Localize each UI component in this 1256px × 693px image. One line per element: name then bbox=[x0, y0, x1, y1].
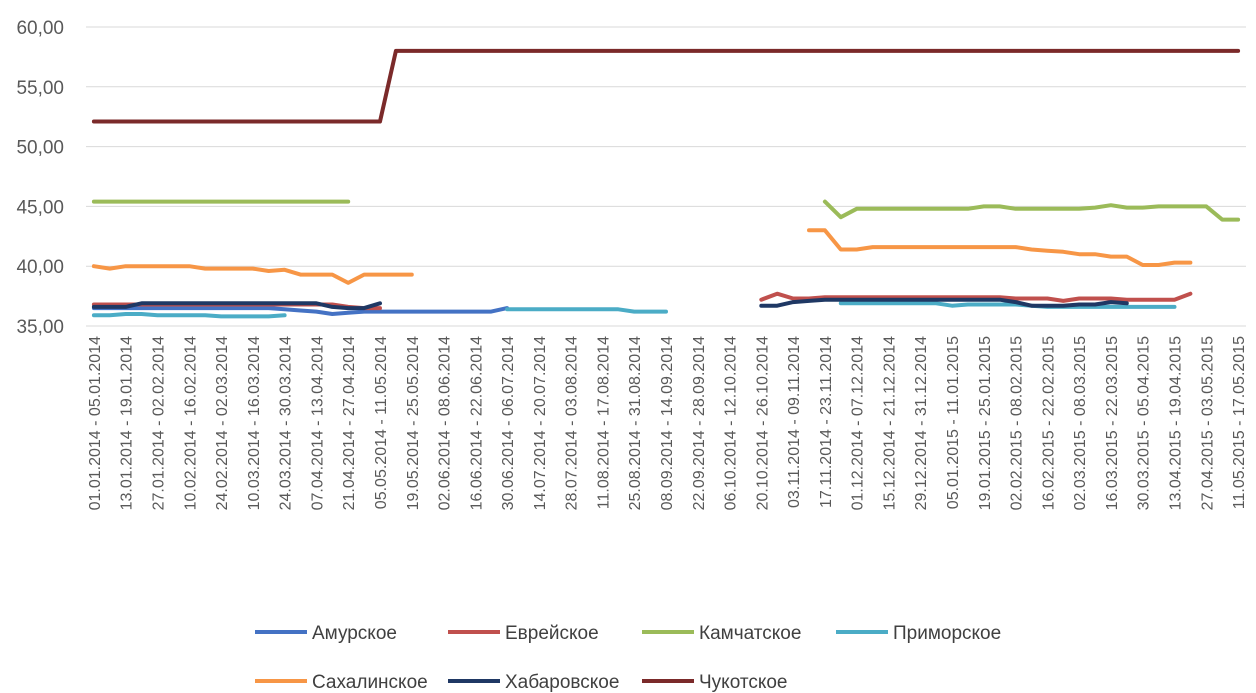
x-tick-label: 13.01.2014 - 19.01.2014 bbox=[119, 336, 136, 510]
y-axis-ticks: 35,00 40,00 45,00 50,00 55,00 60,00 bbox=[16, 18, 64, 338]
x-tick-label: 14.07.2014 - 20.07.2014 bbox=[532, 336, 549, 510]
x-tick-label: 19.05.2014 - 25.05.2014 bbox=[405, 336, 422, 510]
x-tick-label: 15.12.2014 - 21.12.2014 bbox=[881, 336, 898, 510]
x-tick-label: 29.12.2014 - 31.12.2014 bbox=[913, 336, 930, 510]
series-Сахалинское bbox=[91, 228, 1193, 285]
series-Приморское bbox=[91, 301, 1177, 319]
x-tick-label: 19.01.2015 - 25.01.2015 bbox=[977, 336, 994, 510]
series-line bbox=[91, 306, 510, 316]
y-tick-label: 35,00 bbox=[16, 317, 64, 338]
x-tick-label: 28.07.2014 - 03.08.2014 bbox=[564, 336, 581, 510]
x-tick-label: 30.06.2014 - 06.07.2014 bbox=[500, 336, 517, 510]
x-tick-label: 25.08.2014 - 31.08.2014 bbox=[627, 336, 644, 510]
legend-item: Еврейское bbox=[448, 623, 599, 644]
series-Чукотское bbox=[91, 48, 1241, 124]
series-line bbox=[91, 199, 1241, 222]
x-tick-label: 24.03.2014 - 30.03.2014 bbox=[278, 336, 295, 510]
x-tick-label: 03.11.2014 - 09.11.2014 bbox=[786, 336, 803, 508]
y-tick-label: 55,00 bbox=[16, 78, 64, 99]
legend-label: Сахалинское bbox=[312, 672, 428, 693]
x-axis-ticks: 01.01.2014 - 05.01.2014 13.01.2014 - 19.0… bbox=[87, 336, 1248, 510]
x-tick-label: 02.06.2014 - 08.06.2014 bbox=[437, 336, 454, 510]
x-tick-label: 13.04.2015 - 19.04.2015 bbox=[1167, 336, 1184, 510]
x-tick-label: 06.10.2014 - 12.10.2014 bbox=[723, 336, 740, 510]
x-tick-label: 02.02.2015 - 08.02.2015 bbox=[1009, 336, 1026, 510]
grid-lines bbox=[86, 26, 1246, 327]
x-tick-label: 11.08.2014 - 17.08.2014 bbox=[595, 336, 612, 509]
x-tick-label: 30.03.2015 - 05.04.2015 bbox=[1136, 336, 1153, 510]
legend-label: Приморское bbox=[893, 623, 1001, 644]
x-tick-label: 08.09.2014 - 14.09.2014 bbox=[659, 336, 676, 510]
legend-item: Сахалинское bbox=[255, 672, 428, 693]
legend: Амурское Еврейское Камчатское Приморское Сах… bbox=[255, 623, 1001, 693]
y-tick-label: 45,00 bbox=[16, 197, 64, 218]
legend-label: Еврейское bbox=[505, 623, 599, 644]
x-tick-label: 16.02.2015 - 22.02.2015 bbox=[1040, 336, 1057, 510]
x-tick-label: 22.09.2014 - 28.09.2014 bbox=[691, 336, 708, 510]
series-line bbox=[91, 228, 1193, 285]
x-tick-label: 10.03.2014 - 16.03.2014 bbox=[246, 336, 263, 510]
legend-item: Хабаровское bbox=[448, 672, 619, 693]
y-tick-label: 60,00 bbox=[16, 18, 64, 39]
series-Камчатское bbox=[91, 199, 1241, 222]
x-tick-label: 11.05.2015 - 17.05.2015 bbox=[1231, 336, 1248, 509]
legend-label: Чукотское bbox=[699, 672, 788, 693]
y-tick-label: 50,00 bbox=[16, 138, 64, 159]
x-tick-label: 27.01.2014 - 02.02.2014 bbox=[151, 336, 168, 510]
legend-item: Приморское bbox=[836, 623, 1001, 644]
series-line bbox=[91, 297, 1129, 311]
x-tick-label: 01.01.2014 - 05.01.2014 bbox=[87, 336, 104, 510]
x-tick-label: 27.04.2015 - 03.05.2015 bbox=[1199, 336, 1216, 510]
x-tick-label: 07.04.2014 - 13.04.2014 bbox=[309, 336, 326, 510]
x-tick-label: 17.11.2014 - 23.11.2014 bbox=[818, 336, 835, 508]
x-tick-label: 10.02.2014 - 16.02.2014 bbox=[182, 336, 199, 510]
x-tick-label: 24.02.2014 - 02.03.2014 bbox=[214, 336, 231, 510]
legend-item: Камчатское bbox=[642, 623, 801, 644]
legend-label: Хабаровское bbox=[505, 672, 619, 693]
series-Хабаровское bbox=[91, 297, 1129, 311]
legend-label: Камчатское bbox=[699, 623, 801, 644]
series-Амурское bbox=[91, 306, 510, 316]
legend-label: Амурское bbox=[312, 623, 397, 644]
series-lines bbox=[91, 48, 1241, 319]
legend-item: Амурское bbox=[255, 623, 397, 644]
x-tick-label: 02.03.2015 - 08.03.2015 bbox=[1072, 336, 1089, 510]
x-tick-label: 21.04.2014 - 27.04.2014 bbox=[341, 336, 358, 510]
x-tick-label: 05.05.2014 - 11.05.2014 bbox=[373, 336, 390, 509]
x-tick-label: 16.03.2015 - 22.03.2015 bbox=[1104, 336, 1121, 510]
series-line bbox=[91, 48, 1241, 124]
x-tick-label: 16.06.2014 - 22.06.2014 bbox=[468, 336, 485, 510]
legend-item: Чукотское bbox=[642, 672, 788, 693]
x-tick-label: 05.01.2015 - 11.01.2015 bbox=[945, 336, 962, 509]
y-tick-label: 40,00 bbox=[16, 257, 64, 278]
series-line bbox=[91, 301, 1177, 319]
x-tick-label: 01.12.2014 - 07.12.2014 bbox=[850, 336, 867, 510]
x-tick-label: 20.10.2014 - 26.10.2014 bbox=[754, 336, 771, 510]
